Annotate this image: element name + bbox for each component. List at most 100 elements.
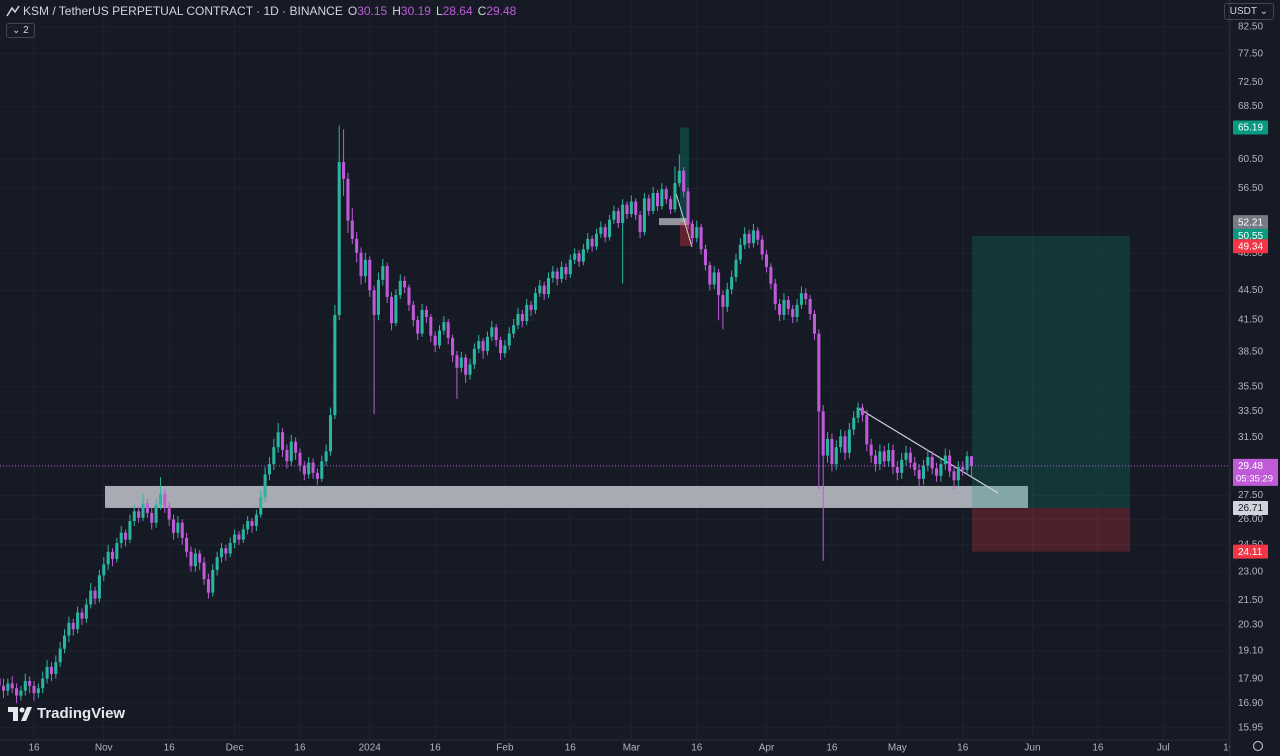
candle-body bbox=[485, 336, 489, 351]
candle-body bbox=[555, 271, 559, 279]
candle-body bbox=[67, 622, 71, 636]
candle-body bbox=[455, 355, 459, 368]
candle-body bbox=[873, 455, 878, 465]
y-tick-label: 68.50 bbox=[1238, 101, 1263, 112]
candle-body bbox=[150, 512, 154, 523]
candle-body bbox=[956, 467, 960, 481]
candle-body bbox=[603, 227, 607, 238]
candle-body bbox=[215, 557, 219, 570]
candle-body bbox=[289, 441, 293, 462]
price-label-box bbox=[1233, 215, 1268, 230]
candle-body bbox=[856, 407, 860, 418]
candle-body bbox=[246, 521, 250, 530]
y-tick-label: 72.50 bbox=[1238, 77, 1263, 88]
price-label: 24.11 bbox=[1238, 547, 1263, 558]
candle-body bbox=[599, 227, 603, 234]
candle-body bbox=[459, 357, 463, 368]
price-label-box bbox=[1233, 544, 1268, 559]
candle-body bbox=[747, 233, 751, 244]
candle-body bbox=[882, 451, 886, 462]
candle-body bbox=[333, 314, 337, 416]
current-price: 29.48 bbox=[1238, 461, 1263, 472]
candle-body bbox=[525, 304, 529, 322]
y-tick-label: 20.30 bbox=[1238, 620, 1263, 631]
candle-body bbox=[420, 309, 424, 334]
candle-body bbox=[564, 266, 568, 275]
candle-body bbox=[830, 438, 834, 465]
candle-body bbox=[71, 622, 75, 630]
candle-body bbox=[516, 313, 520, 326]
candle-body bbox=[594, 233, 598, 247]
candle-body bbox=[172, 519, 176, 533]
ohlc-key: L bbox=[435, 4, 443, 18]
candle-body bbox=[398, 280, 402, 296]
ohlc-key: H bbox=[392, 4, 401, 18]
candle-body bbox=[281, 432, 285, 450]
candle-body bbox=[315, 472, 319, 479]
candle-body bbox=[180, 522, 184, 538]
x-tick-label: May bbox=[888, 743, 907, 754]
candle-body bbox=[581, 249, 585, 262]
candle-body bbox=[250, 521, 254, 527]
candle-body bbox=[211, 569, 215, 593]
candle-body bbox=[577, 253, 581, 262]
candle-body bbox=[865, 415, 869, 445]
y-tick-label: 33.50 bbox=[1238, 406, 1263, 417]
position-stop bbox=[972, 507, 1130, 552]
candle-body bbox=[124, 532, 128, 540]
candle-body bbox=[145, 503, 149, 513]
candle-body bbox=[32, 685, 36, 694]
x-tick-label: Mar bbox=[623, 743, 641, 754]
candle-body bbox=[97, 575, 101, 599]
candle-body bbox=[651, 193, 655, 211]
x-tick-label: Apr bbox=[759, 743, 775, 754]
y-tick-label: 60.50 bbox=[1238, 154, 1263, 165]
candle-body bbox=[738, 244, 742, 260]
candle-body bbox=[529, 304, 533, 310]
settings-button[interactable] bbox=[1252, 740, 1264, 752]
candle-body bbox=[185, 537, 189, 552]
candle-body bbox=[533, 293, 537, 310]
ohlc-value: 28.64 bbox=[442, 4, 473, 18]
mini-entry bbox=[659, 218, 689, 226]
candle-body bbox=[764, 254, 769, 267]
candle-body bbox=[590, 238, 594, 247]
candle-body bbox=[926, 456, 930, 466]
candle-body bbox=[350, 220, 354, 239]
candle-body bbox=[49, 666, 53, 674]
candle-body bbox=[28, 681, 32, 686]
y-tick-label: 82.50 bbox=[1238, 22, 1263, 33]
symbol-icon bbox=[6, 5, 20, 17]
logo-icon bbox=[8, 706, 32, 721]
candle-body bbox=[773, 283, 777, 304]
candle-body bbox=[512, 325, 516, 334]
candle-body bbox=[642, 198, 646, 233]
candle-body bbox=[6, 683, 10, 691]
candle-body bbox=[734, 259, 738, 278]
indicator-toggle[interactable]: ⌄ 2 bbox=[6, 23, 35, 38]
candle-body bbox=[15, 688, 19, 696]
candle-body bbox=[206, 579, 210, 593]
candle-body bbox=[712, 272, 716, 285]
candle-body bbox=[233, 534, 237, 544]
candle-body bbox=[908, 452, 912, 463]
candle-body bbox=[311, 462, 315, 473]
candle-body bbox=[241, 529, 245, 540]
candle-body bbox=[939, 464, 943, 476]
currency-select[interactable]: USDT ⌄ bbox=[1223, 3, 1274, 20]
indicator-count: 2 bbox=[23, 25, 29, 36]
candle-body bbox=[817, 333, 821, 412]
candle-body bbox=[224, 548, 228, 554]
candle-body bbox=[254, 514, 258, 527]
logo: TradingView bbox=[8, 705, 125, 722]
candle-body bbox=[429, 316, 433, 336]
candle-body bbox=[943, 455, 947, 465]
candle-body bbox=[119, 532, 123, 544]
candle-body bbox=[542, 285, 546, 295]
y-tick-label: 41.50 bbox=[1238, 315, 1263, 326]
x-tick-label: 16 bbox=[1223, 743, 1235, 754]
candle-body bbox=[437, 330, 442, 346]
candle-body bbox=[621, 204, 625, 224]
candle-body bbox=[935, 468, 939, 476]
candle-body bbox=[664, 189, 668, 200]
